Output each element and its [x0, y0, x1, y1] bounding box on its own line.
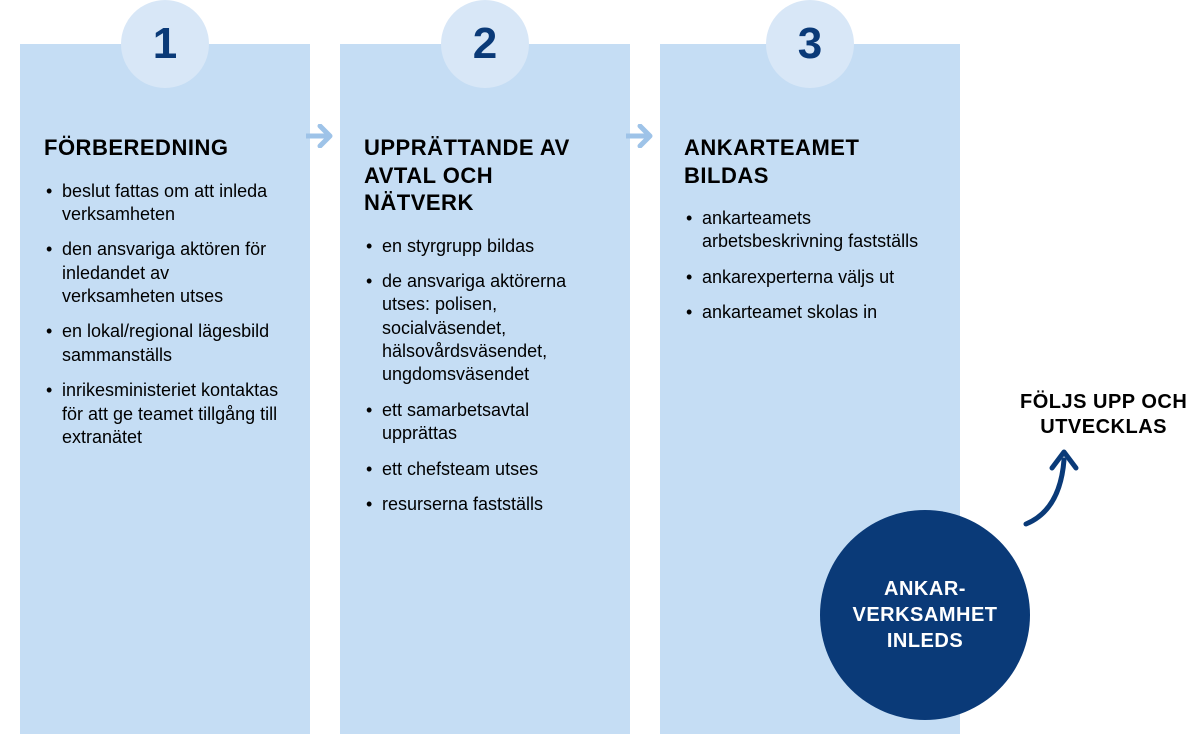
- list-item: ett chefsteam utses: [364, 458, 606, 481]
- stage-card-1: 1 FÖRBEREDNING beslut fattas om att inle…: [20, 44, 310, 734]
- list-item: inrikesministeriet kontaktas för att ge …: [44, 379, 286, 449]
- list-item: en styrgrupp bildas: [364, 235, 606, 258]
- list-item: resurserna fastställs: [364, 493, 606, 516]
- followup-label: FÖLJS UPP OCH UTVECKLAS: [1020, 390, 1187, 440]
- stage-title: ANKARTEAMET BILDAS: [684, 134, 936, 189]
- list-item: en lokal/regional lägesbild sammanställs: [44, 320, 286, 367]
- final-line: VERKSAMHET: [852, 602, 997, 628]
- list-item: ett samarbetsavtal upprättas: [364, 399, 606, 446]
- final-line: INLEDS: [887, 628, 963, 654]
- stage-title: FÖRBEREDNING: [44, 134, 286, 162]
- list-item: ankarteamet skolas in: [684, 301, 936, 324]
- followup-line: FÖLJS UPP OCH: [1020, 390, 1187, 415]
- list-item: ankarexperterna väljs ut: [684, 266, 936, 289]
- list-item: beslut fattas om att inleda verksamheten: [44, 180, 286, 227]
- list-item: ankarteamets arbetsbeskrivning fastställ…: [684, 207, 936, 254]
- stage-badge-2: 2: [441, 0, 529, 88]
- stage-list: en styrgrupp bildas de ansvariga aktörer…: [364, 235, 606, 517]
- stage-number: 2: [473, 19, 497, 69]
- followup-line: UTVECKLAS: [1020, 415, 1187, 440]
- stage-card-2: 2 UPPRÄTTANDE AV AVTAL OCH NÄTVERK en st…: [340, 44, 630, 734]
- arrow-icon: [306, 124, 340, 148]
- stage-badge-1: 1: [121, 0, 209, 88]
- stage-list: beslut fattas om att inleda verksamheten…: [44, 180, 286, 450]
- list-item: den ansvariga aktören för inledandet av …: [44, 238, 286, 308]
- arrow-icon: [626, 124, 660, 148]
- stage-number: 1: [153, 19, 177, 69]
- final-line: ANKAR-: [884, 576, 966, 602]
- final-circle: ANKAR- VERKSAMHET INLEDS: [820, 510, 1030, 720]
- stage-title: UPPRÄTTANDE AV AVTAL OCH NÄTVERK: [364, 134, 606, 217]
- stage-badge-3: 3: [766, 0, 854, 88]
- stage-number: 3: [798, 19, 822, 69]
- stage-list: ankarteamets arbetsbeskrivning fastställ…: [684, 207, 936, 325]
- list-item: de ansvariga aktörerna utses: polisen, s…: [364, 270, 606, 387]
- curve-arrow-icon: [1020, 440, 1090, 530]
